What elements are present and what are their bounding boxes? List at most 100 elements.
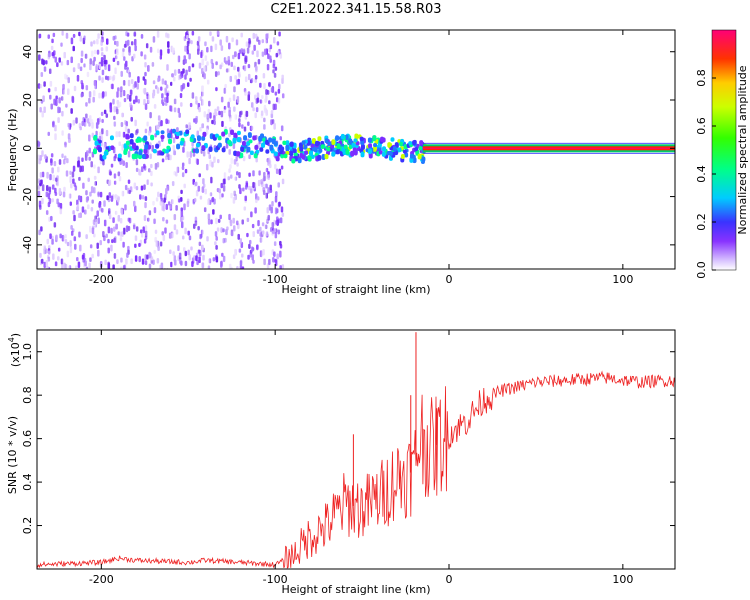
- heatmap-cell: [51, 238, 54, 245]
- heatmap-cell: [223, 57, 227, 63]
- heatmap-cell: [39, 155, 42, 161]
- heatmap-cell: [63, 155, 67, 161]
- heatmap-signal-cell: [97, 139, 102, 144]
- heatmap-cell: [83, 35, 86, 41]
- heatmap-cell: [112, 57, 116, 63]
- heatmap-cell: [46, 238, 50, 245]
- heatmap-cell: [202, 178, 205, 185]
- heatmap-cell: [248, 172, 251, 177]
- heatmap-cell: [229, 219, 233, 227]
- heatmap-cell: [150, 163, 153, 169]
- heatmap-signal-cell: [331, 139, 336, 145]
- heatmap-cell: [263, 117, 266, 123]
- heatmap-signal-cell: [109, 135, 114, 141]
- heatmap-cell: [174, 259, 177, 266]
- heatmap-cell: [256, 244, 259, 250]
- heatmap-cell: [216, 227, 220, 232]
- heatmap-cell: [107, 247, 110, 254]
- heatmap-cell: [156, 30, 160, 38]
- heatmap-cell: [175, 171, 178, 177]
- heatmap-cell: [256, 50, 259, 58]
- heatmap-cell: [60, 96, 64, 101]
- heatmap-cell: [254, 75, 258, 80]
- heatmap-cell: [148, 251, 151, 259]
- heatmap-cell: [171, 73, 174, 78]
- heatmap-cell: [43, 81, 46, 87]
- heatmap-signal-cell: [326, 147, 331, 152]
- heatmap-cell: [96, 210, 99, 217]
- heatmap-cell: [229, 117, 232, 122]
- heatmap-cell: [247, 91, 251, 96]
- heatmap-signal-cell: [313, 147, 318, 153]
- heatmap-cell: [251, 223, 255, 229]
- heatmap-cell: [146, 254, 149, 260]
- heatmap-cell: [113, 237, 116, 243]
- heatmap-cell: [69, 246, 73, 254]
- heatmap-cell: [123, 264, 127, 269]
- heatmap-cell: [169, 154, 172, 161]
- heatmap-cell: [238, 73, 241, 78]
- heatmap-cell: [60, 258, 64, 265]
- heatmap-cell: [97, 33, 100, 39]
- heatmap-cell: [81, 206, 85, 213]
- heatmap-cell: [80, 93, 84, 98]
- heatmap-cell: [91, 132, 95, 138]
- heatmap-cell: [279, 265, 282, 269]
- heatmap-cell: [114, 193, 118, 199]
- heatmap-cell: [252, 32, 256, 39]
- heatmap-cell: [248, 185, 251, 191]
- heatmap-signal-cell: [282, 140, 287, 146]
- heatmap-signal-cell: [360, 143, 365, 150]
- heatmap-cell: [143, 238, 147, 244]
- heatmap-cell: [198, 256, 201, 264]
- heatmap-cell: [44, 154, 47, 160]
- heatmap-cell: [259, 99, 263, 104]
- heatmap-cell: [114, 210, 118, 215]
- heatmap-cell: [263, 82, 266, 90]
- heatmap-cell: [161, 231, 164, 236]
- heatmap-cell: [113, 121, 117, 127]
- heatmap-cell: [217, 71, 220, 76]
- heatmap-cell: [50, 215, 53, 222]
- heatmap-cell: [58, 107, 61, 114]
- heatmap-signal-cell: [201, 136, 206, 141]
- heatmap-cell: [113, 180, 117, 185]
- heatmap-cell: [115, 131, 119, 138]
- heatmap-cell: [261, 230, 265, 235]
- heatmap-cell: [252, 107, 255, 112]
- heatmap-signal-cell: [324, 153, 329, 160]
- heatmap-cell: [103, 54, 106, 61]
- heatmap-cell: [220, 261, 223, 268]
- heatmap-cell: [81, 157, 84, 162]
- heatmap-signal-cell: [301, 140, 306, 145]
- heatmap-cell: [261, 222, 265, 227]
- heatmap-cell: [264, 107, 267, 114]
- heatmap-cell: [122, 131, 126, 138]
- heatmap-cell: [199, 195, 203, 200]
- heatmap-cell: [109, 75, 112, 81]
- heatmap-cell: [103, 143, 106, 150]
- heatmap-cell: [268, 82, 271, 87]
- heatmap-cell: [259, 237, 263, 243]
- heatmap-cell: [127, 217, 131, 222]
- heatmap-cell: [233, 65, 236, 71]
- heatmap-cell: [101, 128, 104, 135]
- heatmap-cell: [73, 236, 77, 242]
- heatmap-cell: [121, 51, 125, 58]
- heatmap-cell: [95, 122, 99, 129]
- heatmap-cell: [183, 203, 186, 211]
- heatmap-cell: [261, 94, 264, 100]
- heatmap-cell: [143, 163, 146, 169]
- heatmap-cell: [254, 33, 258, 39]
- heatmap-cell: [280, 125, 284, 132]
- heatmap-cell: [212, 257, 216, 262]
- heatmap-cell: [201, 67, 204, 75]
- heatmap-cell: [197, 185, 201, 192]
- heatmap-cell: [205, 163, 209, 171]
- heatmap-cell: [195, 115, 198, 123]
- heatmap-cell: [251, 102, 254, 108]
- heatmap-cell: [43, 106, 46, 114]
- heatmap-cell: [263, 124, 266, 130]
- heatmap-cell: [128, 50, 131, 56]
- heatmap-cell: [241, 266, 245, 269]
